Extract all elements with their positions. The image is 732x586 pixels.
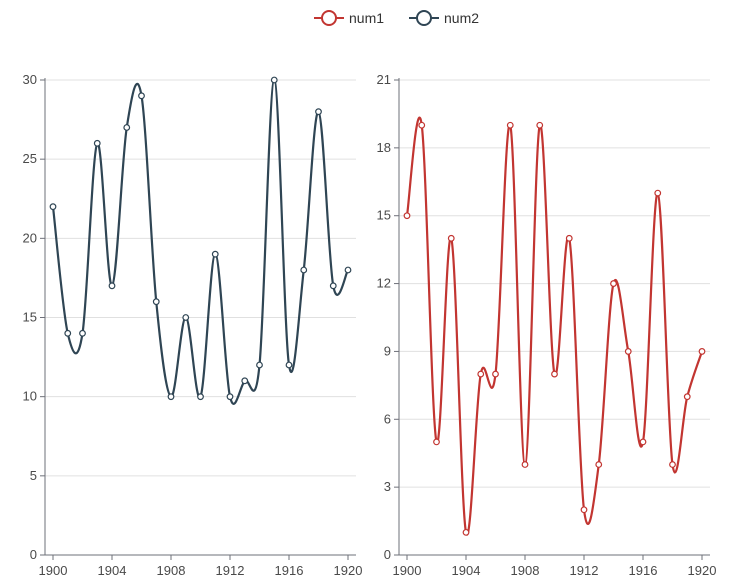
y-tick-label: 21 — [377, 72, 391, 87]
y-tick-label: 15 — [23, 310, 37, 325]
y-tick-label: 25 — [23, 151, 37, 166]
data-point-num2-1901[interactable] — [64, 329, 72, 337]
data-point-num1-1909[interactable] — [536, 121, 544, 129]
data-point-num2-1907[interactable] — [152, 298, 160, 306]
data-point-num1-1903[interactable] — [447, 234, 455, 242]
data-point-num2-1900[interactable] — [49, 203, 57, 211]
series-line-num1[interactable] — [405, 116, 704, 536]
data-point-num1-1907[interactable] — [506, 121, 514, 129]
legend-item-num2[interactable]: num2 — [409, 10, 479, 26]
legend-marker-num2 — [416, 10, 432, 26]
data-point-num2-1911[interactable] — [211, 250, 219, 258]
x-tick-label: 1900 — [393, 563, 422, 578]
x-tick-label: 1908 — [157, 563, 186, 578]
y-tick-label: 9 — [384, 343, 391, 358]
chart-panel-num2: 0 5 10 15 20 25 30 1900 1904 1908 1912 1916 1920 — [23, 72, 363, 578]
data-point-num1-1914[interactable] — [610, 280, 617, 287]
data-point-num2-1917[interactable] — [300, 266, 308, 274]
x-tick-label: 1912 — [216, 563, 245, 578]
data-point-num2-1920[interactable] — [344, 266, 352, 274]
x-tick-label: 1904 — [98, 563, 127, 578]
data-point-num1-1904[interactable] — [462, 528, 470, 536]
data-point-num1-1919[interactable] — [683, 393, 691, 401]
legend-marker-num1 — [321, 10, 337, 26]
data-point-num1-1905[interactable] — [477, 370, 485, 378]
data-point-num2-1919[interactable] — [329, 282, 337, 290]
data-point-num1-1920[interactable] — [698, 348, 706, 355]
x-tick-label: 1912 — [570, 563, 599, 578]
data-point-num1-1911[interactable] — [565, 234, 573, 242]
data-point-num1-1910[interactable] — [551, 370, 558, 378]
y-tick-label: 12 — [377, 276, 391, 291]
y-tick-label: 10 — [23, 389, 37, 404]
y-tick-label: 18 — [377, 140, 391, 155]
x-tick-label: 1916 — [275, 563, 304, 578]
data-point-num1-1918[interactable] — [669, 461, 676, 468]
data-point-num1-1900[interactable] — [403, 212, 411, 220]
series-line-num2[interactable] — [51, 78, 350, 405]
data-point-num2-1914[interactable] — [256, 361, 263, 369]
y-tick-label: 5 — [30, 468, 37, 483]
legend-label-num1: num1 — [349, 10, 384, 26]
y-tick-label: 20 — [23, 230, 37, 245]
y-tick-label: 30 — [23, 72, 37, 87]
data-point-num2-1902[interactable] — [79, 329, 86, 337]
data-point-num2-1915[interactable] — [270, 76, 278, 84]
data-point-num1-1906[interactable] — [492, 370, 499, 378]
data-point-num2-1909[interactable] — [182, 314, 190, 321]
data-point-num2-1913[interactable] — [241, 377, 249, 385]
x-tick-label: 1920 — [688, 563, 717, 578]
data-point-num2-1908[interactable] — [167, 393, 175, 401]
data-point-num2-1916[interactable] — [285, 361, 293, 369]
data-point-num2-1904[interactable] — [108, 282, 116, 290]
data-point-num1-1901[interactable] — [418, 121, 426, 129]
data-point-num2-1910[interactable] — [197, 393, 204, 401]
data-point-num2-1903[interactable] — [93, 139, 101, 147]
data-point-num1-1912[interactable] — [580, 506, 588, 514]
legend-label-num2: num2 — [444, 10, 479, 26]
data-point-num2-1918[interactable] — [315, 108, 322, 116]
y-tick-label: 0 — [30, 547, 37, 562]
data-point-num1-1913[interactable] — [595, 461, 603, 468]
x-tick-label: 1908 — [511, 563, 540, 578]
x-tick-label: 1920 — [334, 563, 363, 578]
data-point-num2-1906[interactable] — [138, 92, 145, 100]
data-point-num2-1912[interactable] — [226, 393, 234, 401]
data-point-num1-1916[interactable] — [639, 438, 647, 446]
legend-item-num1[interactable]: num1 — [314, 10, 384, 26]
x-tick-label: 1900 — [39, 563, 68, 578]
y-tick-label: 15 — [377, 208, 391, 223]
chart-panel-num1: 0 3 6 9 12 15 18 21 1900 1904 1908 1912 1916 1920 — [377, 72, 717, 578]
legend[interactable]: num1 num2 — [314, 10, 479, 26]
data-point-num1-1917[interactable] — [654, 189, 662, 197]
y-tick-label: 3 — [384, 479, 391, 494]
x-tick-label: 1916 — [629, 563, 658, 578]
y-tick-label: 0 — [384, 547, 391, 562]
data-point-num1-1915[interactable] — [624, 348, 632, 355]
y-tick-label: 6 — [384, 411, 391, 426]
data-point-num1-1908[interactable] — [521, 461, 529, 468]
data-point-num1-1902[interactable] — [433, 438, 440, 446]
data-point-num2-1905[interactable] — [123, 124, 131, 131]
x-tick-label: 1904 — [452, 563, 481, 578]
